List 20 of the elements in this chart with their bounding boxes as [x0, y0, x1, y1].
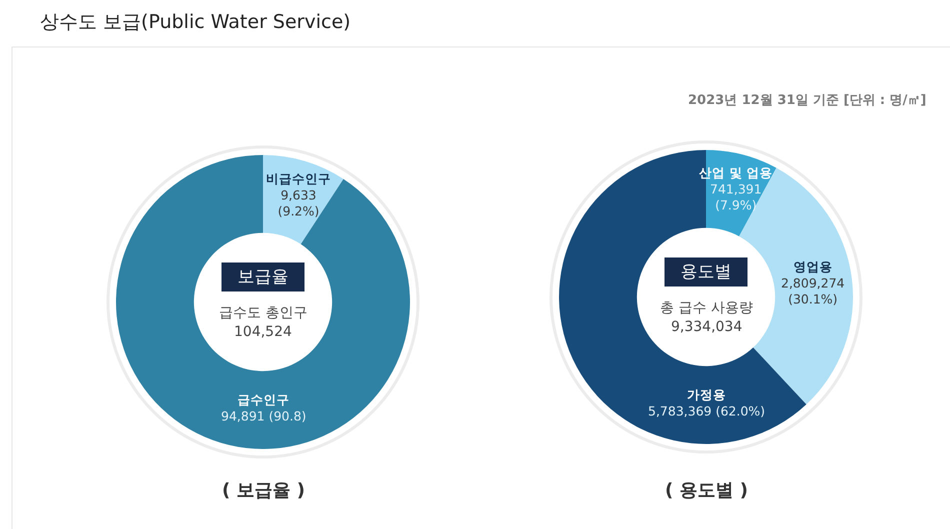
data-label: 741,391 (7.9%) [710, 181, 762, 212]
text: 보급율 [238, 267, 288, 287]
data-label: 94,891 (90.8) [221, 408, 306, 424]
slice-label: 영업용 [793, 259, 832, 274]
chart-subtitle: 2023년 12월 31일 기준 [단위 : 명/㎡] [688, 93, 926, 108]
text: 용도별 [680, 262, 732, 282]
text: 급수도 총인구 [219, 305, 308, 321]
text: ( 용도별 ) [665, 480, 748, 501]
slice-label: 산업 및 업용 [699, 165, 773, 180]
text: 9,334,034 [671, 319, 742, 335]
text: 총 급수 사용량 [660, 300, 753, 316]
data-label: 2,809,274 (30.1%) [781, 275, 845, 306]
data-label: 9,633 (9.2%) [278, 187, 320, 218]
text: ( 보급율 ) [222, 480, 305, 501]
data-label: 5,783,369 (62.0%) [648, 403, 766, 418]
slice-label: 비급수인구 [266, 171, 331, 186]
slice-label: 가정용 [687, 387, 726, 402]
text: 104,524 [234, 324, 292, 340]
slice-label: 급수인구 [238, 392, 290, 407]
chart-title: 상수도 보급(Public Water Service) [40, 11, 351, 33]
